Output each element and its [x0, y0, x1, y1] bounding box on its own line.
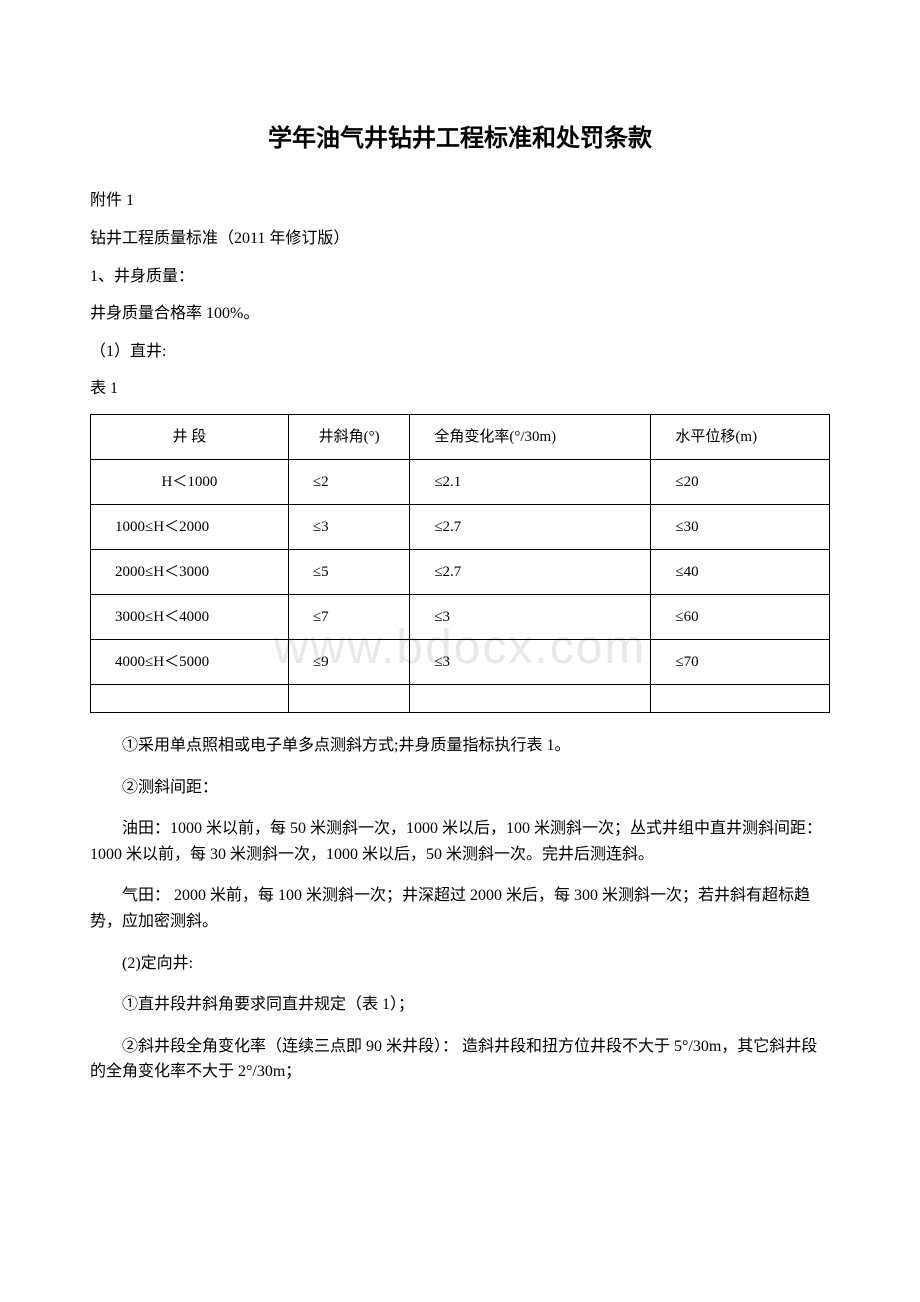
section-1-1: （1）直井:: [90, 339, 830, 365]
table-cell: 4000≤H＜5000: [91, 639, 289, 684]
table-cell: H＜1000: [91, 459, 289, 504]
body-paragraph: ②测斜间距：: [90, 775, 830, 801]
table-row: 3000≤H＜4000 ≤7 ≤3 ≤60: [91, 594, 830, 639]
body-paragraph: 油田：1000 米以前，每 50 米测斜一次，1000 米以后，100 米测斜一…: [90, 816, 830, 867]
table-header-cell: 全角变化率(°/30m): [410, 414, 651, 459]
table-cell: ≤2.7: [410, 504, 651, 549]
table-cell: [410, 684, 651, 712]
table-cell: ≤2.1: [410, 459, 651, 504]
table-row: 1000≤H＜2000 ≤3 ≤2.7 ≤30: [91, 504, 830, 549]
section-1-heading: 1、井身质量：: [90, 264, 830, 290]
table-cell: ≤60: [651, 594, 830, 639]
body-paragraph: ①直井段井斜角要求同直井规定（表 1）；: [90, 992, 830, 1018]
table-cell: ≤3: [410, 639, 651, 684]
table-row: H＜1000 ≤2 ≤2.1 ≤20: [91, 459, 830, 504]
table-cell: ≤3: [410, 594, 651, 639]
section-1-rate: 井身质量合格率 100%。: [90, 301, 830, 327]
body-paragraph: 气田： 2000 米前，每 100 米测斜一次；井深超过 2000 米后，每 3…: [90, 883, 830, 934]
body-paragraph: ②斜井段全角变化率（连续三点即 90 米井段）： 造斜井段和扭方位井段不大于 5…: [90, 1034, 830, 1085]
well-quality-table: 井 段 井斜角(°) 全角变化率(°/30m) 水平位移(m) H＜1000 ≤…: [90, 414, 830, 713]
table-cell: [651, 684, 830, 712]
table-header-cell: 井 段: [91, 414, 289, 459]
table-header-row: 井 段 井斜角(°) 全角变化率(°/30m) 水平位移(m): [91, 414, 830, 459]
subtitle: 钻井工程质量标准（2011 年修订版）: [90, 226, 830, 252]
table-cell: ≤20: [651, 459, 830, 504]
table-header-cell: 水平位移(m): [651, 414, 830, 459]
table-cell: ≤7: [288, 594, 409, 639]
table-cell: ≤9: [288, 639, 409, 684]
table-cell: 3000≤H＜4000: [91, 594, 289, 639]
table-header-cell: 井斜角(°): [288, 414, 409, 459]
page-title: 学年油气井钻井工程标准和处罚条款: [90, 120, 830, 158]
table-cell: [288, 684, 409, 712]
table-label: 表 1: [90, 376, 830, 402]
table-cell: [91, 684, 289, 712]
table-empty-row: [91, 684, 830, 712]
table-cell: ≤30: [651, 504, 830, 549]
attachment-label: 附件 1: [90, 188, 830, 214]
table-cell: ≤3: [288, 504, 409, 549]
table-cell: 1000≤H＜2000: [91, 504, 289, 549]
table-cell: ≤70: [651, 639, 830, 684]
table-cell: ≤40: [651, 549, 830, 594]
body-paragraph: ①采用单点照相或电子单多点测斜方式;井身质量指标执行表 1。: [90, 733, 830, 759]
document-content: 学年油气井钻井工程标准和处罚条款 附件 1 钻井工程质量标准（2011 年修订版…: [90, 120, 830, 1085]
table-cell: ≤5: [288, 549, 409, 594]
table-cell: ≤2: [288, 459, 409, 504]
table-cell: ≤2.7: [410, 549, 651, 594]
table-row: 4000≤H＜5000 ≤9 ≤3 ≤70: [91, 639, 830, 684]
table-row: 2000≤H＜3000 ≤5 ≤2.7 ≤40: [91, 549, 830, 594]
table-cell: 2000≤H＜3000: [91, 549, 289, 594]
body-paragraph: (2)定向井:: [90, 951, 830, 977]
